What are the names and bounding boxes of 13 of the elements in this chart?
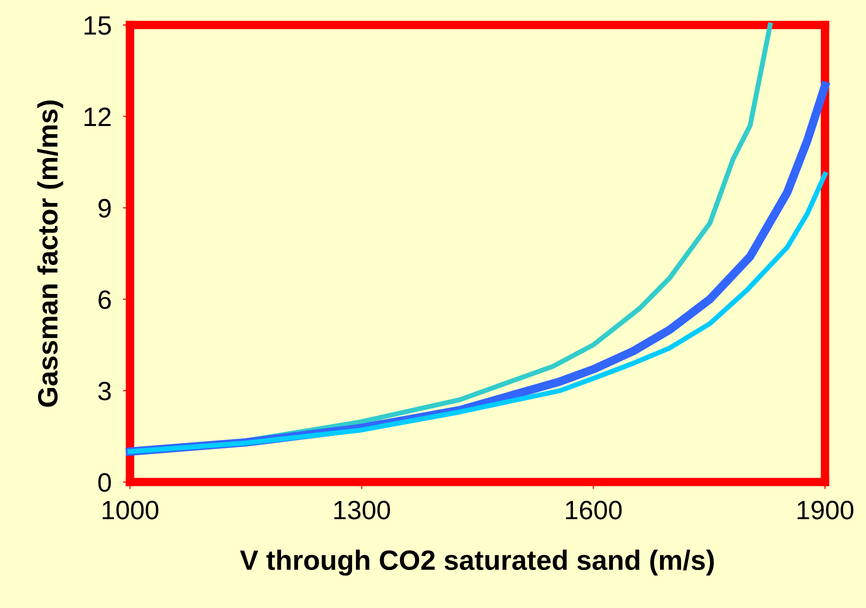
y-tick-label: 0	[98, 473, 111, 492]
x-tick-label: 1000	[102, 500, 158, 520]
y-axis-title: Gassman factor (m/ms)	[37, 100, 64, 407]
y-tick-label: 3	[98, 382, 111, 400]
y-tick-label: 9	[98, 198, 111, 218]
x-tick-label: 1300	[334, 500, 390, 520]
x-axis-title: V through CO2 saturated sand (m/s)	[240, 550, 714, 576]
line-series	[128, 172, 828, 454]
y-tick-label: 6	[98, 290, 111, 310]
x-tick-label: 1900	[798, 500, 854, 520]
x-tick-label: 1600	[566, 500, 622, 520]
y-tick-label: 12	[84, 108, 111, 126]
y-tick-label: 15	[84, 16, 111, 35]
